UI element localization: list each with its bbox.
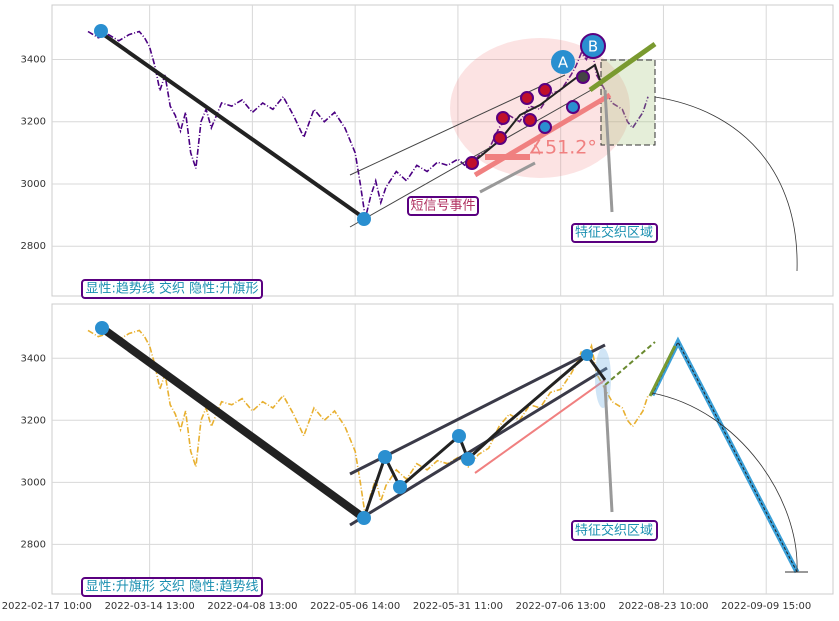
signal — [523, 113, 537, 127]
label-box — [571, 520, 658, 541]
price-line — [87, 329, 649, 517]
pivot — [357, 511, 371, 525]
pivot — [461, 452, 475, 466]
angle-label: ∡51.2° — [528, 137, 597, 159]
y-tick-label: 2800 — [21, 539, 46, 550]
signal — [496, 111, 510, 125]
x-tick-label: 2022-08-23 10:00 — [618, 601, 708, 612]
projection-line — [604, 341, 656, 386]
label-box — [571, 223, 658, 243]
x-tick-label: 2022-07-06 13:00 — [516, 601, 606, 612]
channel-line — [349, 84, 601, 228]
label-box — [407, 196, 479, 216]
point-label: B — [588, 38, 598, 56]
signal — [493, 131, 507, 145]
trend-line — [98, 30, 366, 220]
point-b-marker — [580, 33, 606, 59]
projection-path — [651, 340, 798, 573]
annotation: 特征交织区域 — [575, 523, 653, 539]
x-tick-label: 2022-05-06 14:00 — [310, 601, 400, 612]
pivot — [378, 450, 392, 464]
pivot — [94, 24, 108, 38]
legend-text: 显性:升旗形 交织 隐性:趋势线 — [85, 579, 258, 595]
legend-box — [81, 279, 263, 299]
y-tick-label: 3200 — [21, 117, 46, 128]
x-tick-label: 2022-03-14 13:00 — [105, 601, 195, 612]
x-tick-label: 2022-02-17 10:00 — [2, 601, 92, 612]
projection-line — [588, 41, 657, 93]
channel-line — [349, 343, 606, 476]
flag-line — [473, 92, 612, 178]
annotation: 短信号事件 — [410, 199, 475, 214]
signal — [520, 91, 534, 105]
y-tick-label: 3000 — [21, 179, 46, 190]
signal — [538, 120, 552, 134]
channel-line — [349, 366, 608, 527]
legend-box — [81, 577, 263, 597]
annotations-top: 短信号事件 特征交织区域 ∡51.2° A B 显性:趋势线 交织 隐性:升旗形 — [81, 24, 798, 299]
annotations-bottom: 特征交织区域 显性:升旗形 交织 隐性:趋势线 — [81, 321, 808, 597]
pivot — [581, 349, 593, 361]
point-a-marker — [551, 50, 575, 74]
lines — [87, 30, 649, 517]
legend-text: 显性:趋势线 交织 隐性:升旗形 — [85, 281, 258, 297]
annotation: 特征交织区域 — [575, 225, 653, 241]
arrow — [603, 89, 614, 213]
arrow — [603, 384, 614, 513]
pivot — [95, 321, 109, 335]
ticks: 2800 3000 3200 3400 2800 3000 3200 3400 2022-02-… — [2, 54, 811, 612]
y-tick-label: 3200 — [21, 415, 46, 426]
y-tick-label: 3400 — [21, 54, 46, 65]
curved-arrow — [651, 392, 798, 573]
pivot — [357, 212, 371, 226]
projection-line — [648, 345, 677, 397]
panel-top — [51, 4, 834, 297]
y-tick-label: 3400 — [21, 353, 46, 364]
x-tick-label: 2022-04-08 13:00 — [207, 601, 297, 612]
signal — [465, 156, 479, 170]
curved-arrow — [654, 96, 798, 272]
trend-line — [99, 324, 367, 522]
x-tick-label: 2022-09-09 15:00 — [721, 601, 811, 612]
signal — [566, 100, 580, 114]
zone-box — [600, 59, 656, 146]
pivot — [393, 480, 407, 494]
signal — [538, 83, 552, 97]
y-tick-label: 2800 — [21, 241, 46, 252]
arrow — [479, 161, 536, 194]
signal — [576, 70, 590, 84]
pivot — [452, 429, 466, 443]
flag-line — [474, 379, 606, 474]
y-tick-label: 3000 — [21, 477, 46, 488]
point-label: A — [558, 54, 569, 72]
price-line — [87, 30, 649, 219]
x-tick-label: 2022-05-31 11:00 — [413, 601, 503, 612]
